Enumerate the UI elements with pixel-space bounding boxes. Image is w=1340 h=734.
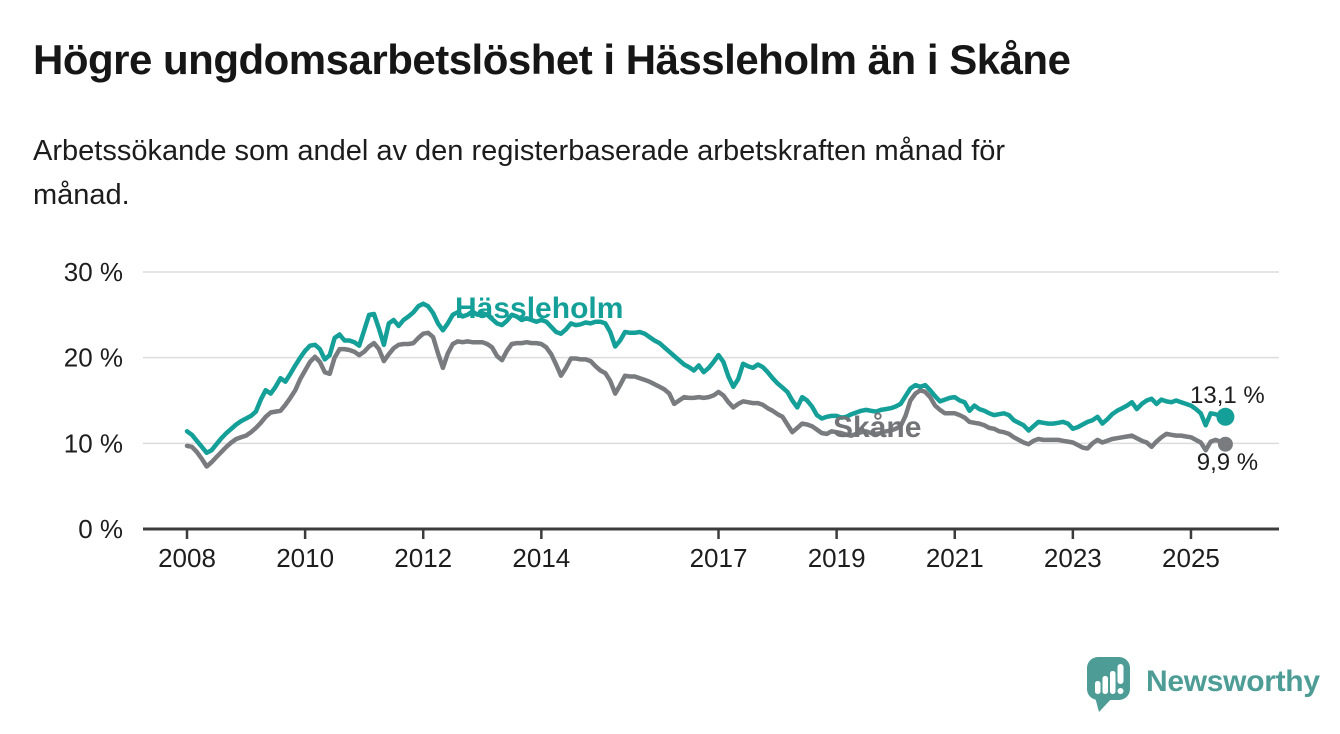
series-label-skne: Skåne (833, 411, 921, 444)
x-axis-tick-label: 2014 (512, 543, 570, 573)
newsworthy-logo-text: Newsworthy (1146, 665, 1320, 698)
x-axis-tick-label: 2019 (808, 543, 866, 573)
x-axis-tick-label: 2010 (276, 543, 334, 573)
x-axis-tick-label: 2025 (1162, 543, 1220, 573)
newsworthy-logo: Newsworthy (1082, 650, 1320, 714)
newsworthy-logo-icon (1087, 657, 1130, 712)
end-dot-skne (1217, 436, 1233, 452)
x-axis-tick-label: 2023 (1044, 543, 1102, 573)
y-axis-tick-label: 30 % (64, 257, 123, 287)
end-dot-hssleholm (1216, 407, 1235, 426)
x-axis-tick-label: 2021 (926, 543, 984, 573)
series-line-hssleholm (184, 301, 1228, 456)
y-axis-tick-label: 20 % (64, 343, 123, 373)
x-axis-tick-label: 2008 (158, 543, 216, 573)
y-axis-tick-label: 10 % (64, 428, 123, 458)
series-label-hssleholm: Hässleholm (455, 292, 623, 325)
x-axis-tick-label: 2017 (690, 543, 748, 573)
chart-title: Högre ungdomsarbetslöshet i Hässleholm ä… (33, 36, 1071, 83)
end-value-label-skne: 9,9 % (1197, 449, 1258, 476)
x-axis-tick-label: 2012 (394, 543, 452, 573)
chart-subtitle: Arbetssökande som andel av den registerb… (33, 135, 1006, 211)
y-axis-tick-label: 0 % (78, 514, 123, 544)
end-value-label-hssleholm: 13,1 % (1190, 382, 1265, 409)
series-line-skne (184, 330, 1228, 469)
